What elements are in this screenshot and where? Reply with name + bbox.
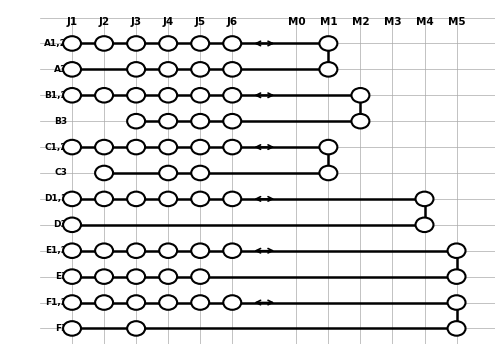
Text: M1: M1 [320,16,337,27]
Circle shape [159,62,177,77]
Circle shape [352,114,370,128]
Circle shape [159,140,177,154]
Circle shape [191,62,209,77]
Text: A3: A3 [54,65,67,74]
Circle shape [63,88,81,102]
Circle shape [224,114,241,128]
Circle shape [159,114,177,128]
Text: J6: J6 [226,16,238,27]
Text: B3: B3 [54,117,67,126]
Circle shape [224,36,241,51]
Text: F1,2: F1,2 [45,298,67,307]
Text: J5: J5 [194,16,206,27]
Circle shape [127,114,145,128]
Text: J2: J2 [98,16,110,27]
Circle shape [95,166,113,180]
Circle shape [127,88,145,102]
Text: C3: C3 [54,168,67,178]
Circle shape [95,295,113,310]
Circle shape [159,36,177,51]
Circle shape [191,140,209,154]
Circle shape [224,295,241,310]
Circle shape [95,36,113,51]
Circle shape [224,62,241,77]
Circle shape [352,88,370,102]
Circle shape [95,88,113,102]
Text: E1,2: E1,2 [45,246,67,255]
Circle shape [159,192,177,206]
Circle shape [320,62,338,77]
Circle shape [127,244,145,258]
Text: M4: M4 [416,16,434,27]
Text: D1,2: D1,2 [44,194,67,203]
Circle shape [127,269,145,284]
Text: M5: M5 [448,16,466,27]
Text: B1,2: B1,2 [44,91,67,100]
Circle shape [191,88,209,102]
Text: M0: M0 [288,16,305,27]
Text: E3: E3 [55,272,67,281]
Text: M2: M2 [352,16,369,27]
Circle shape [224,88,241,102]
Circle shape [320,166,338,180]
Circle shape [127,192,145,206]
Text: J3: J3 [130,16,141,27]
Circle shape [448,295,466,310]
Circle shape [63,36,81,51]
Circle shape [416,192,434,206]
Circle shape [159,269,177,284]
Circle shape [159,88,177,102]
Circle shape [191,114,209,128]
Circle shape [63,218,81,232]
Circle shape [191,244,209,258]
Circle shape [416,218,434,232]
Circle shape [448,244,466,258]
Circle shape [95,244,113,258]
Circle shape [63,192,81,206]
Circle shape [159,295,177,310]
Circle shape [320,140,338,154]
Circle shape [159,166,177,180]
Circle shape [191,192,209,206]
Text: F3: F3 [55,324,67,333]
Circle shape [159,244,177,258]
Circle shape [448,269,466,284]
Text: A1,2: A1,2 [44,39,67,48]
Circle shape [127,295,145,310]
Circle shape [191,36,209,51]
Circle shape [127,140,145,154]
Circle shape [63,62,81,77]
Circle shape [448,321,466,336]
Circle shape [63,295,81,310]
Circle shape [63,321,81,336]
Circle shape [191,166,209,180]
Circle shape [191,295,209,310]
Text: J1: J1 [66,16,78,27]
Circle shape [63,140,81,154]
Circle shape [224,244,241,258]
Text: M3: M3 [384,16,402,27]
Circle shape [63,244,81,258]
Circle shape [191,269,209,284]
Circle shape [95,140,113,154]
Circle shape [127,36,145,51]
Text: C1,2: C1,2 [44,143,67,152]
Circle shape [127,321,145,336]
Circle shape [224,140,241,154]
Circle shape [95,269,113,284]
Circle shape [320,36,338,51]
Circle shape [63,269,81,284]
Text: J4: J4 [162,16,174,27]
Circle shape [127,62,145,77]
Circle shape [224,192,241,206]
Circle shape [95,192,113,206]
Text: D3: D3 [54,220,67,229]
